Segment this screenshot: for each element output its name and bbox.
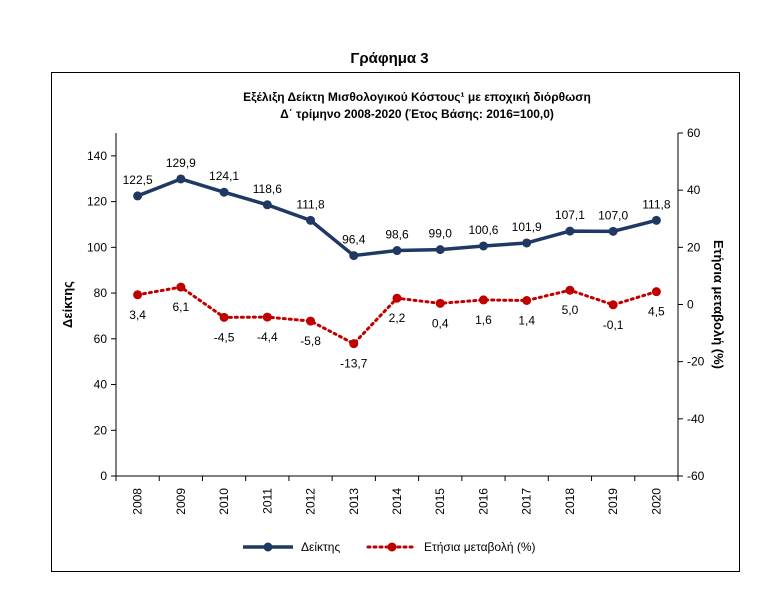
x-tick-label: 2014 bbox=[390, 488, 404, 515]
left-tick-label: 20 bbox=[94, 423, 108, 437]
change-point bbox=[608, 300, 618, 310]
change-data-label: 1,6 bbox=[475, 313, 492, 327]
change-data-label: -5,8 bbox=[300, 334, 321, 348]
change-point bbox=[435, 298, 445, 308]
right-tick-label: -20 bbox=[687, 355, 705, 369]
index-data-label: 118,6 bbox=[253, 182, 282, 196]
left-tick-label: 80 bbox=[94, 286, 108, 300]
x-tick-label: 2015 bbox=[433, 488, 447, 515]
right-tick-label: -40 bbox=[687, 412, 705, 426]
index-point bbox=[651, 215, 661, 225]
change-point bbox=[478, 295, 488, 305]
change-data-label: -13,7 bbox=[340, 357, 368, 371]
change-point bbox=[651, 287, 661, 297]
index-data-label: 107,0 bbox=[598, 208, 628, 222]
change-data-label: 4,5 bbox=[648, 305, 665, 319]
index-data-label: 98,6 bbox=[385, 228, 409, 242]
index-point bbox=[435, 245, 445, 255]
x-tick-label: 2011 bbox=[260, 488, 274, 514]
change-data-label: -4,4 bbox=[257, 330, 278, 344]
change-point bbox=[133, 290, 143, 300]
right-tick-label: 0 bbox=[687, 298, 694, 312]
left-axis-title: Δείκτης bbox=[60, 281, 75, 328]
legend-index-swatch-marker bbox=[263, 542, 273, 552]
index-point bbox=[176, 174, 186, 184]
x-tick-label: 2012 bbox=[304, 488, 318, 515]
index-point bbox=[262, 200, 272, 210]
change-point bbox=[522, 295, 532, 305]
change-point bbox=[262, 312, 272, 322]
right-tick-label: -60 bbox=[687, 469, 705, 483]
index-data-label: 99,0 bbox=[429, 227, 453, 241]
index-data-label: 96,4 bbox=[342, 233, 366, 247]
index-point bbox=[219, 187, 229, 197]
change-point bbox=[176, 282, 186, 292]
index-data-label: 107,1 bbox=[555, 208, 585, 222]
index-point bbox=[349, 251, 359, 261]
change-data-label: 0,4 bbox=[432, 316, 449, 330]
chart-subtitle: Δ΄ τρίμηνο 2008-2020 (Έτος Βάσης: 2016=1… bbox=[280, 107, 554, 121]
index-data-label: 101,9 bbox=[512, 220, 542, 234]
right-axis-title: Ετήσια μεταβολή (%) bbox=[711, 240, 726, 369]
left-tick-label: 0 bbox=[100, 469, 107, 483]
legend-change-swatch-marker bbox=[387, 542, 397, 552]
change-data-label: -4,5 bbox=[214, 330, 235, 344]
change-point bbox=[349, 339, 359, 349]
left-tick-label: 100 bbox=[87, 240, 107, 254]
change-point bbox=[565, 285, 575, 295]
index-data-label: 111,8 bbox=[642, 197, 671, 211]
chart-frame: Εξέλιξη Δείκτη Μισθολογικού Κόστους¹ με … bbox=[51, 72, 740, 572]
chart: Εξέλιξη Δείκτη Μισθολογικού Κόστους¹ με … bbox=[60, 90, 726, 554]
left-tick-label: 140 bbox=[87, 149, 107, 163]
index-data-label: 100,6 bbox=[468, 223, 498, 237]
left-tick-label: 120 bbox=[87, 195, 107, 209]
x-tick-label: 2009 bbox=[174, 488, 188, 515]
change-data-label: 2,2 bbox=[389, 311, 406, 325]
index-point bbox=[478, 241, 488, 251]
index-data-label: 111,8 bbox=[296, 197, 325, 211]
right-tick-label: 20 bbox=[687, 240, 701, 254]
change-data-label: 3,4 bbox=[129, 308, 146, 322]
index-data-label: 129,9 bbox=[166, 156, 196, 170]
index-point bbox=[133, 191, 143, 201]
change-data-label: 1,4 bbox=[518, 313, 535, 327]
x-tick-label: 2016 bbox=[476, 488, 490, 515]
x-tick-label: 2018 bbox=[563, 488, 577, 515]
left-tick-label: 40 bbox=[94, 378, 108, 392]
index-data-label: 122,5 bbox=[123, 173, 153, 187]
change-point bbox=[306, 316, 316, 326]
right-tick-label: 60 bbox=[687, 126, 701, 140]
x-tick-label: 2020 bbox=[649, 488, 663, 515]
x-tick-label: 2010 bbox=[217, 488, 231, 515]
change-point bbox=[219, 312, 229, 322]
index-point bbox=[522, 238, 532, 248]
chart-title: Εξέλιξη Δείκτη Μισθολογικού Κόστους¹ με … bbox=[243, 90, 591, 104]
left-tick-label: 60 bbox=[94, 332, 108, 346]
change-data-label: 5,0 bbox=[562, 303, 579, 317]
x-tick-label: 2019 bbox=[606, 488, 620, 515]
index-point bbox=[608, 226, 618, 236]
index-point bbox=[392, 246, 402, 256]
legend-change-label: Ετήσια μεταβολή (%) bbox=[424, 540, 536, 554]
figure-heading: Γράφημα 3 bbox=[350, 50, 429, 67]
x-tick-label: 2013 bbox=[347, 488, 361, 515]
legend-index-label: Δείκτης bbox=[301, 540, 340, 554]
x-tick-label: 2017 bbox=[520, 488, 534, 515]
index-point bbox=[306, 215, 316, 225]
change-point bbox=[392, 293, 402, 303]
x-tick-label: 2008 bbox=[131, 488, 145, 515]
index-data-label: 124,1 bbox=[209, 169, 239, 183]
index-point bbox=[565, 226, 575, 236]
right-tick-label: 40 bbox=[687, 183, 701, 197]
change-data-label: -0,1 bbox=[603, 318, 624, 332]
change-data-label: 6,1 bbox=[173, 300, 190, 314]
